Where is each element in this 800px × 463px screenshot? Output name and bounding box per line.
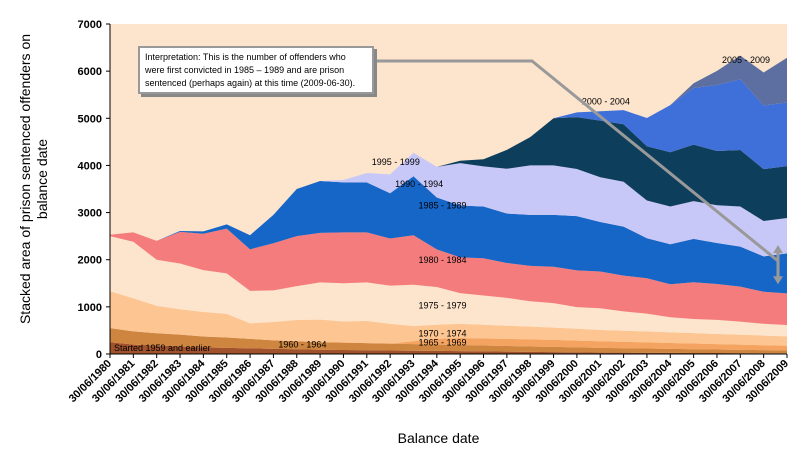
area-band-10	[110, 55, 787, 241]
band-label-2: 1965 - 1969	[418, 338, 466, 348]
y-axis-title: Stacked area of prison sentenced offende…	[17, 34, 50, 324]
band-labels: Started 1959 and earlier 1960 - 1964 1965 …	[114, 55, 770, 353]
band-label-8: 1995 - 1999	[372, 157, 420, 167]
y-tick-label-0: 0	[96, 349, 102, 361]
area-band-0	[110, 342, 787, 354]
band-label-3: 1970 - 1974	[418, 329, 466, 339]
area-band-1	[110, 328, 787, 354]
band-label-7: 1990 - 1994	[395, 179, 443, 189]
y-tick-label-2: 2000	[78, 255, 102, 267]
y-tick-label-1: 1000	[78, 302, 102, 314]
y-tick-label-7: 7000	[78, 19, 102, 31]
double-arrow-head-bottom	[773, 276, 783, 285]
y-axis-title-line-1: balance date	[34, 139, 50, 219]
band-label-4: 1975 - 1979	[418, 300, 466, 310]
band-label-1: 1960 - 1964	[278, 340, 326, 350]
area-band-4	[110, 236, 787, 337]
band-label-0: Started 1959 and earlier	[114, 343, 211, 353]
callout-connector	[376, 59, 779, 263]
area-band-9	[110, 79, 787, 241]
interpretation-note: Interpretation: This is the number of of…	[138, 46, 374, 94]
area-band-7	[110, 152, 787, 257]
area-band-8	[110, 117, 787, 241]
x-axis-title: Balance date	[398, 430, 480, 446]
y-tick-label-3: 3000	[78, 208, 102, 220]
band-label-5: 1980 - 1984	[418, 255, 466, 265]
area-band-2	[110, 328, 787, 351]
band-label-6: 1985 - 1989	[418, 201, 466, 211]
area-band-3	[110, 291, 787, 346]
y-tick-label-6: 6000	[78, 66, 102, 78]
band-label-9: 2000 - 2004	[582, 96, 630, 106]
area-band-5	[110, 228, 787, 326]
double-arrow-head-top	[773, 245, 783, 254]
y-tick-label-4: 4000	[78, 160, 102, 172]
band-label-10: 2005 - 2009	[722, 55, 770, 65]
callout-arrow	[376, 59, 783, 285]
area-bands	[110, 55, 787, 354]
y-axis-title-line-0: Stacked area of prison sentenced offende…	[17, 34, 33, 324]
y-tick-label-5: 5000	[78, 113, 102, 125]
y-axis-ticks: 0 1000 2000 3000 4000 5000 6000 7000	[78, 19, 110, 361]
area-band-6	[110, 176, 787, 294]
x-axis-ticks: 30/06/198030/06/198130/06/198230/06/1983…	[67, 354, 791, 405]
